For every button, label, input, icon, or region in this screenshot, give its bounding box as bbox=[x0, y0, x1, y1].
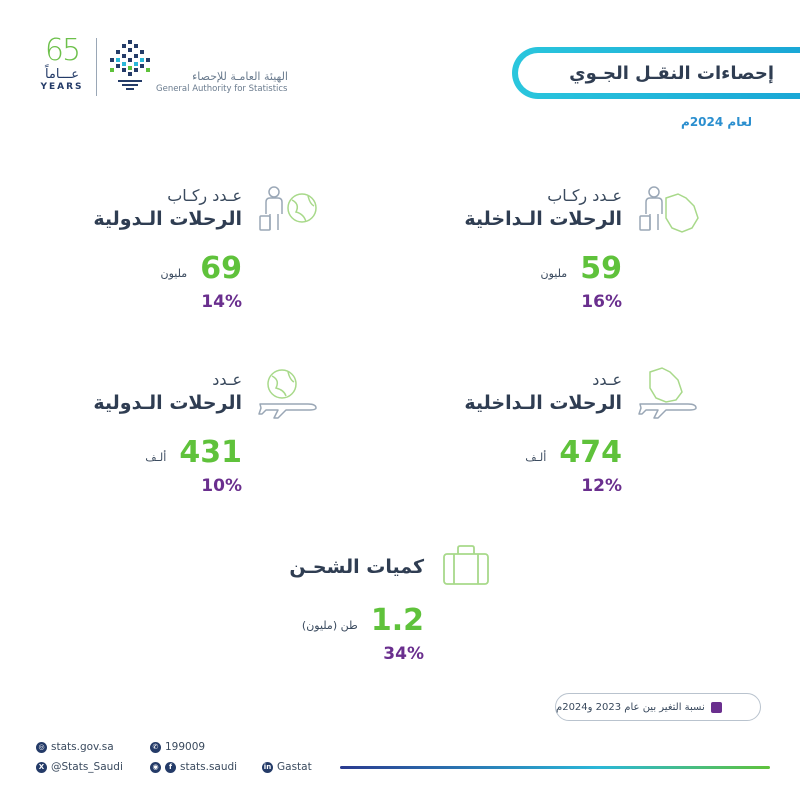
stat-value-row: 69 مليون bbox=[0, 254, 242, 284]
stat-change: 34% bbox=[383, 644, 424, 664]
anniversary-en: YEARS bbox=[40, 82, 84, 92]
stat-label-main: كميات الشحـن bbox=[289, 556, 424, 578]
gastat-logo-icon bbox=[110, 40, 150, 90]
stat-change: 14% bbox=[201, 292, 242, 312]
stat-label-main: الرحلات الـدولية bbox=[93, 392, 242, 414]
logo-divider bbox=[96, 38, 97, 96]
stat-international-passengers: عـدد ركـاب الرحلات الـدولية 69 مليون 14% bbox=[0, 186, 242, 312]
stat-international-flights: عـدد الرحلات الـدولية 431 ألـف 10% bbox=[0, 370, 242, 496]
stat-value-row: 59 مليون bbox=[362, 254, 622, 284]
gastat-name: الهيئة العامـة للإحصاء General Authority… bbox=[156, 70, 288, 95]
stat-domestic-passengers: عـدد ركـاب الرحلات الـداخلية 59 مليون 16… bbox=[362, 186, 622, 312]
linkedin-icon: in bbox=[262, 761, 273, 773]
org-name-en: General Authority for Statistics bbox=[156, 84, 288, 94]
stat-value-row: 431 ألـف bbox=[0, 438, 242, 468]
title-banner: إحصاءات النقـل الجـوي bbox=[512, 47, 800, 99]
page-title: إحصاءات النقـل الجـوي bbox=[569, 62, 774, 84]
anniversary-ar: عـــاماً bbox=[44, 67, 80, 82]
social-text: stats.saudi bbox=[180, 761, 238, 773]
plane-map-icon bbox=[638, 367, 697, 419]
globe-icon: ◎ bbox=[36, 741, 47, 753]
website-text: stats.gov.sa bbox=[51, 741, 114, 753]
stat-unit: طن (مليون) bbox=[301, 618, 358, 632]
stat-change: 10% bbox=[201, 476, 242, 496]
footer-social[interactable]: ◉ f stats.saudi bbox=[150, 761, 237, 773]
anniversary-logo: 65 عـــاماً YEARS bbox=[34, 36, 90, 93]
stat-value: 431 bbox=[179, 435, 242, 470]
footer-website[interactable]: ◎ stats.gov.sa bbox=[36, 741, 114, 753]
legend-text: نسبة التغير بين عام 2023 و2024م bbox=[556, 701, 705, 713]
stat-change: 12% bbox=[581, 476, 622, 496]
stat-value: 69 bbox=[200, 251, 242, 286]
org-name-ar: الهيئة العامـة للإحصاء bbox=[192, 70, 288, 83]
stat-value-row: 1.2 طن (مليون) bbox=[164, 606, 424, 636]
stat-label-main: الرحلات الـداخلية bbox=[464, 392, 622, 414]
instagram-icon: ◉ bbox=[150, 761, 161, 773]
stat-unit: مليون bbox=[160, 266, 188, 280]
footer-twitter[interactable]: X @Stats_Saudi bbox=[36, 761, 123, 773]
stat-unit: ألـف bbox=[525, 450, 547, 464]
phone-text: 199009 bbox=[165, 741, 206, 753]
stat-domestic-flights: عـدد الرحلات الـداخلية 474 ألـف 12% bbox=[362, 370, 622, 496]
title-banner-inner: إحصاءات النقـل الجـوي bbox=[518, 53, 800, 93]
footer-accent-line bbox=[340, 766, 770, 769]
cargo-box-icon bbox=[443, 545, 489, 585]
facebook-icon: f bbox=[165, 761, 176, 773]
stat-label-main: الرحلات الـدولية bbox=[93, 208, 242, 230]
stat-change: 16% bbox=[581, 292, 622, 312]
stat-value-row: 474 ألـف bbox=[362, 438, 622, 468]
plane-globe-icon bbox=[258, 369, 317, 419]
twitter-text: @Stats_Saudi bbox=[51, 761, 123, 773]
anniversary-number: 65 bbox=[44, 33, 81, 68]
linkedin-text: Gastat bbox=[277, 761, 312, 773]
stat-cargo: كميات الشحـن 1.2 طن (مليون) 34% bbox=[164, 550, 424, 664]
change-legend: نسبة التغير بين عام 2023 و2024م bbox=[555, 693, 761, 721]
stat-value: 59 bbox=[580, 251, 622, 286]
stat-unit: ألـف bbox=[145, 450, 167, 464]
passenger-globe-icon bbox=[259, 186, 317, 231]
x-twitter-icon: X bbox=[36, 761, 47, 773]
stat-value: 474 bbox=[559, 435, 622, 470]
stat-label-main: الرحلات الـداخلية bbox=[464, 208, 622, 230]
year-label: لعام 2024م bbox=[681, 115, 752, 129]
stat-label-top: عـدد bbox=[212, 370, 242, 389]
legend-swatch bbox=[710, 701, 722, 713]
stat-unit: مليون bbox=[540, 266, 568, 280]
stat-label-top: عـدد ركـاب bbox=[167, 186, 242, 205]
stat-label-top: عـدد ركـاب bbox=[547, 186, 622, 205]
passenger-map-icon bbox=[639, 186, 699, 233]
stat-label-top: عـدد bbox=[592, 370, 622, 389]
footer-linkedin[interactable]: in Gastat bbox=[262, 761, 312, 773]
footer-phone[interactable]: ✆ 199009 bbox=[150, 741, 205, 753]
stat-value: 1.2 bbox=[370, 603, 424, 638]
phone-icon: ✆ bbox=[150, 741, 161, 753]
